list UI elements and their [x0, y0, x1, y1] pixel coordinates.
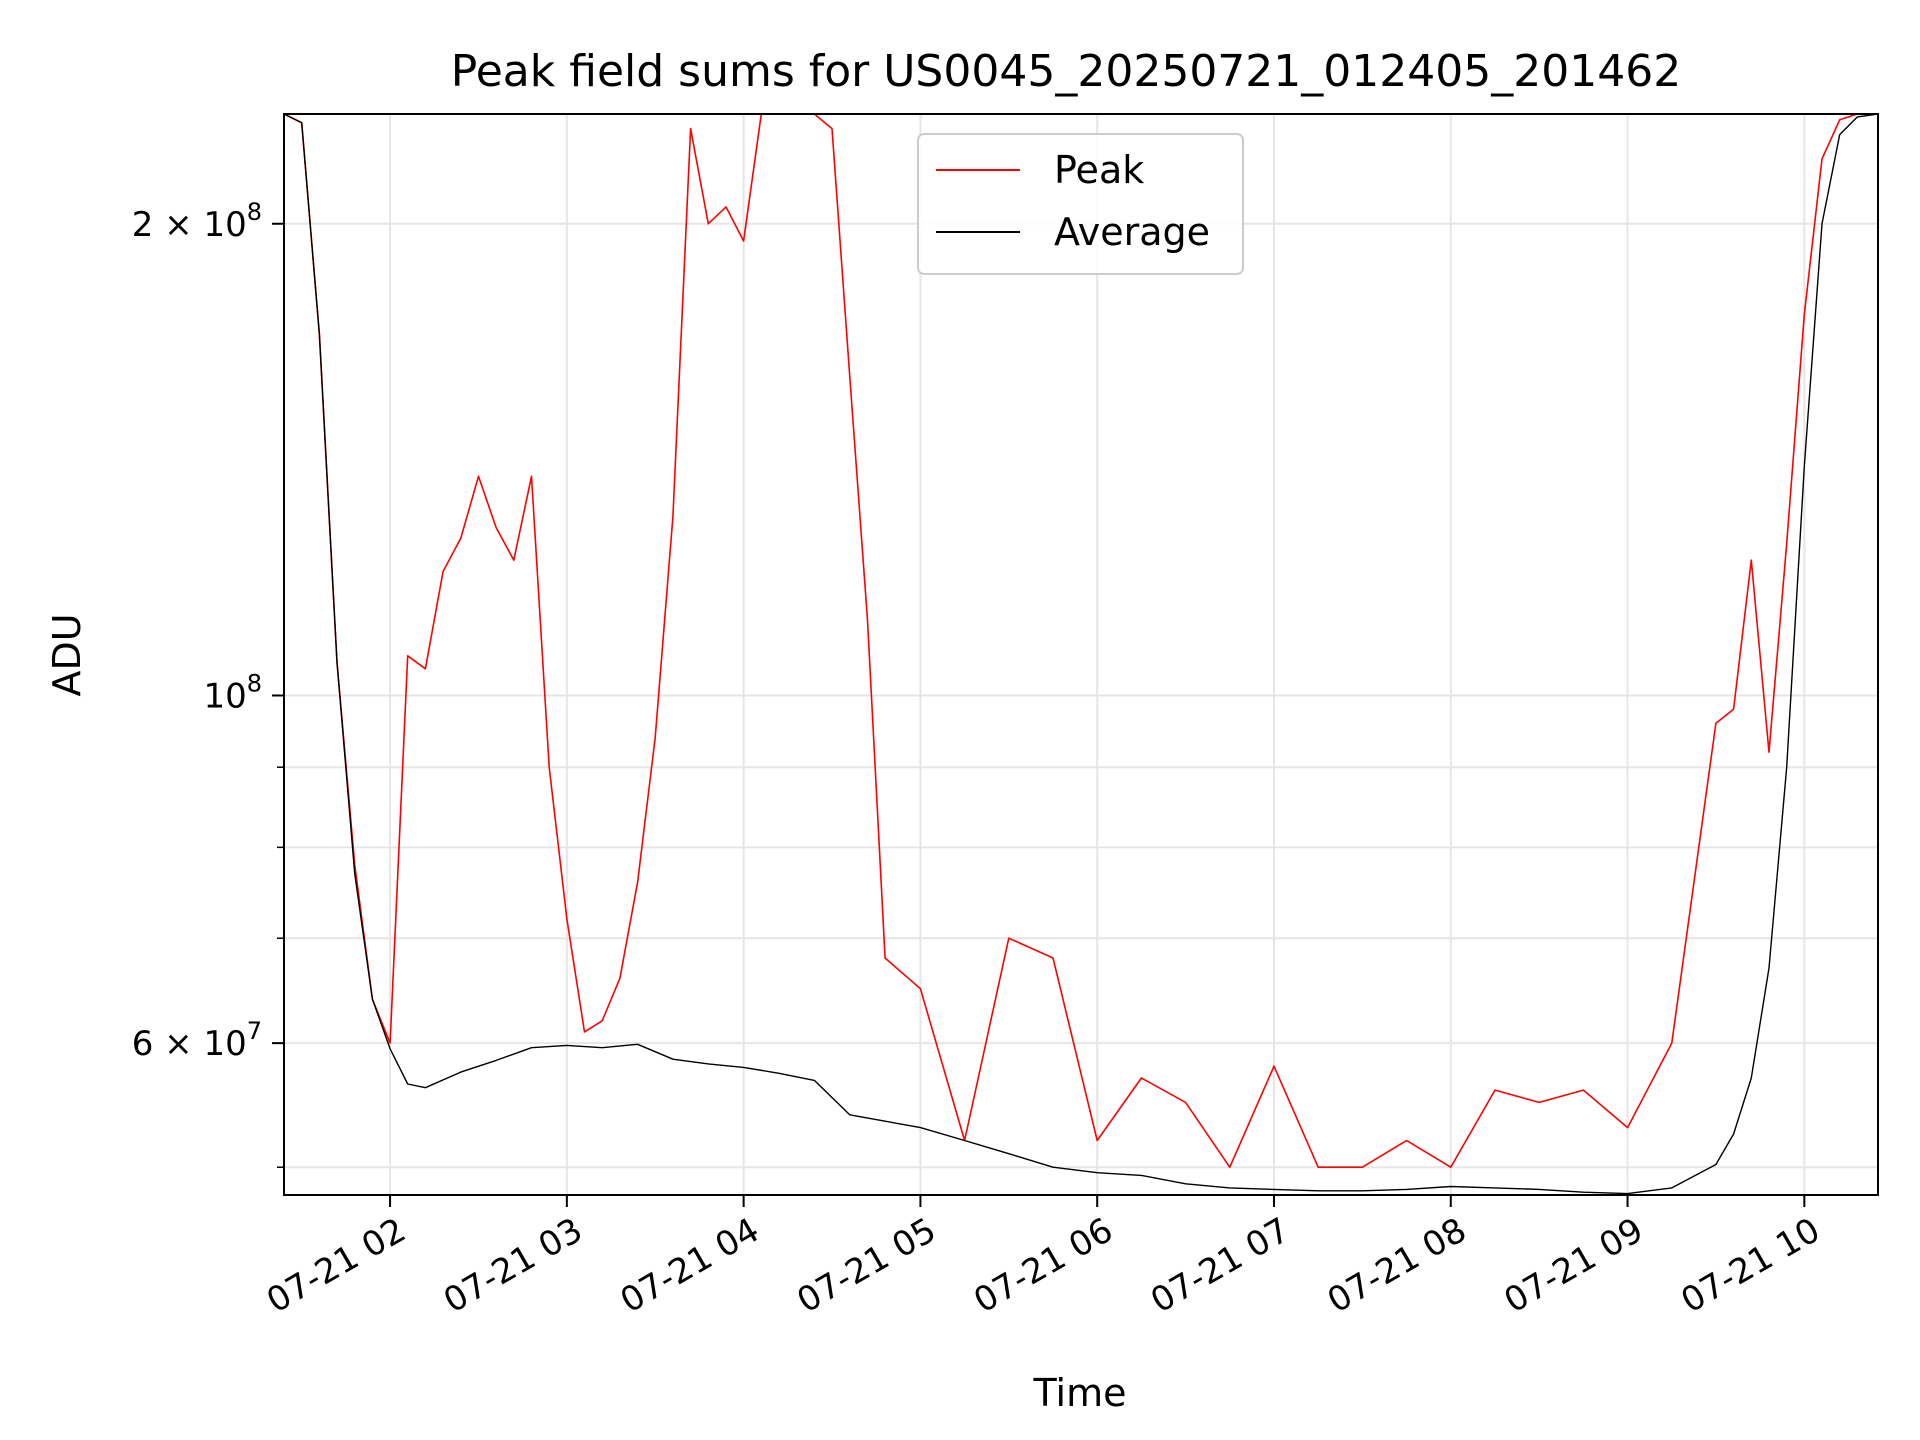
chart-title: Peak field sums for US0045_20250721_0124…	[451, 46, 1681, 97]
legend-average-label: Average	[1054, 210, 1210, 254]
y-tick-exponent: 7	[247, 1017, 262, 1045]
legend-peak-label: Peak	[1054, 148, 1144, 192]
y-tick-label: 6 × 107	[132, 1017, 262, 1064]
plot-frame	[283, 113, 1879, 1196]
x-axis-label: Time	[1033, 1371, 1127, 1415]
series-line-average	[284, 114, 1878, 1195]
y-axis-label: ADU	[45, 613, 89, 696]
y-tick-exponent: 8	[247, 198, 262, 226]
y-tick-exponent: 8	[247, 669, 262, 697]
y-tick-label: 2 × 108	[132, 198, 262, 245]
series-line-peak	[284, 114, 1878, 1168]
series-layer	[284, 114, 1878, 1195]
legend: Peak Average	[917, 133, 1244, 275]
plot-area	[284, 114, 1878, 1195]
